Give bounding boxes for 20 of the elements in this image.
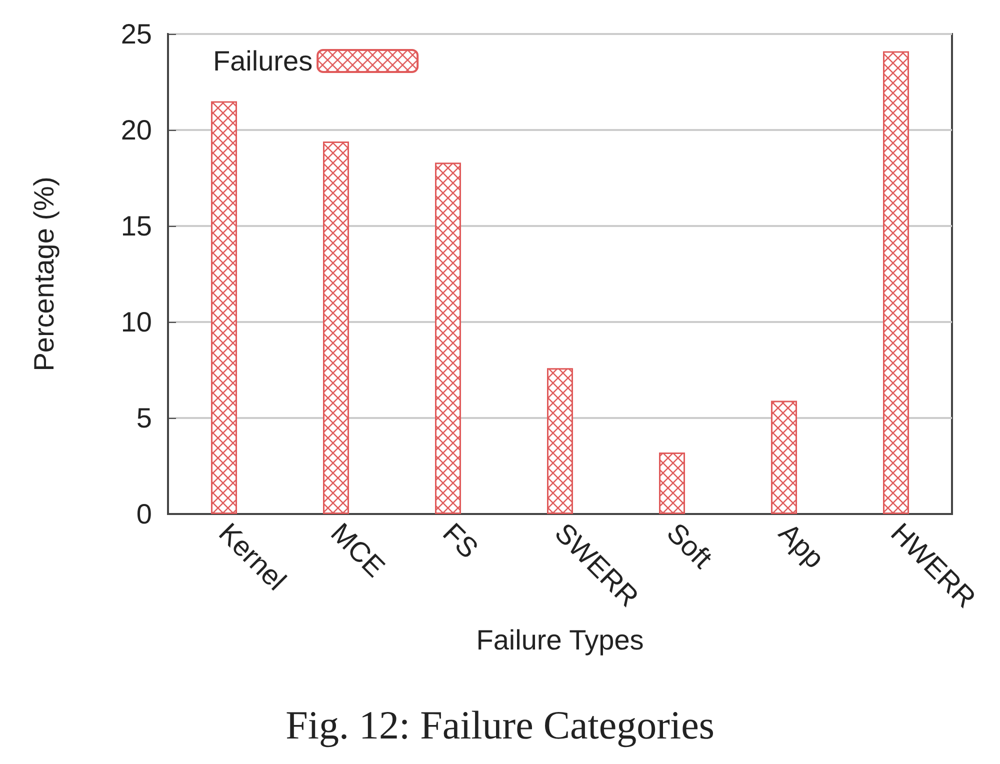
text: Fig. 12: Failure Categories [286,702,714,748]
x-tick-label: FS [437,517,484,564]
y-tick-label: 25 [120,18,152,50]
legend-label: Failures [212,46,313,76]
y-tick-label: 5 [136,402,152,434]
x-tick-label: App [773,517,830,574]
y-tick-label: 20 [120,114,152,146]
bar [435,162,461,514]
bar [659,452,685,514]
x-tick-label: Soft [661,517,718,574]
bar [771,400,797,514]
bar [211,101,237,514]
bar [547,368,573,514]
bar [323,142,349,514]
y-tick-label: 10 [120,306,152,338]
y-tick-label: 0 [136,498,152,530]
y-axis-title: Percentage (%) [28,176,60,372]
bar [883,51,909,514]
x-axis-title: Failure Types [476,624,644,656]
y-tick-label: 15 [120,210,152,242]
